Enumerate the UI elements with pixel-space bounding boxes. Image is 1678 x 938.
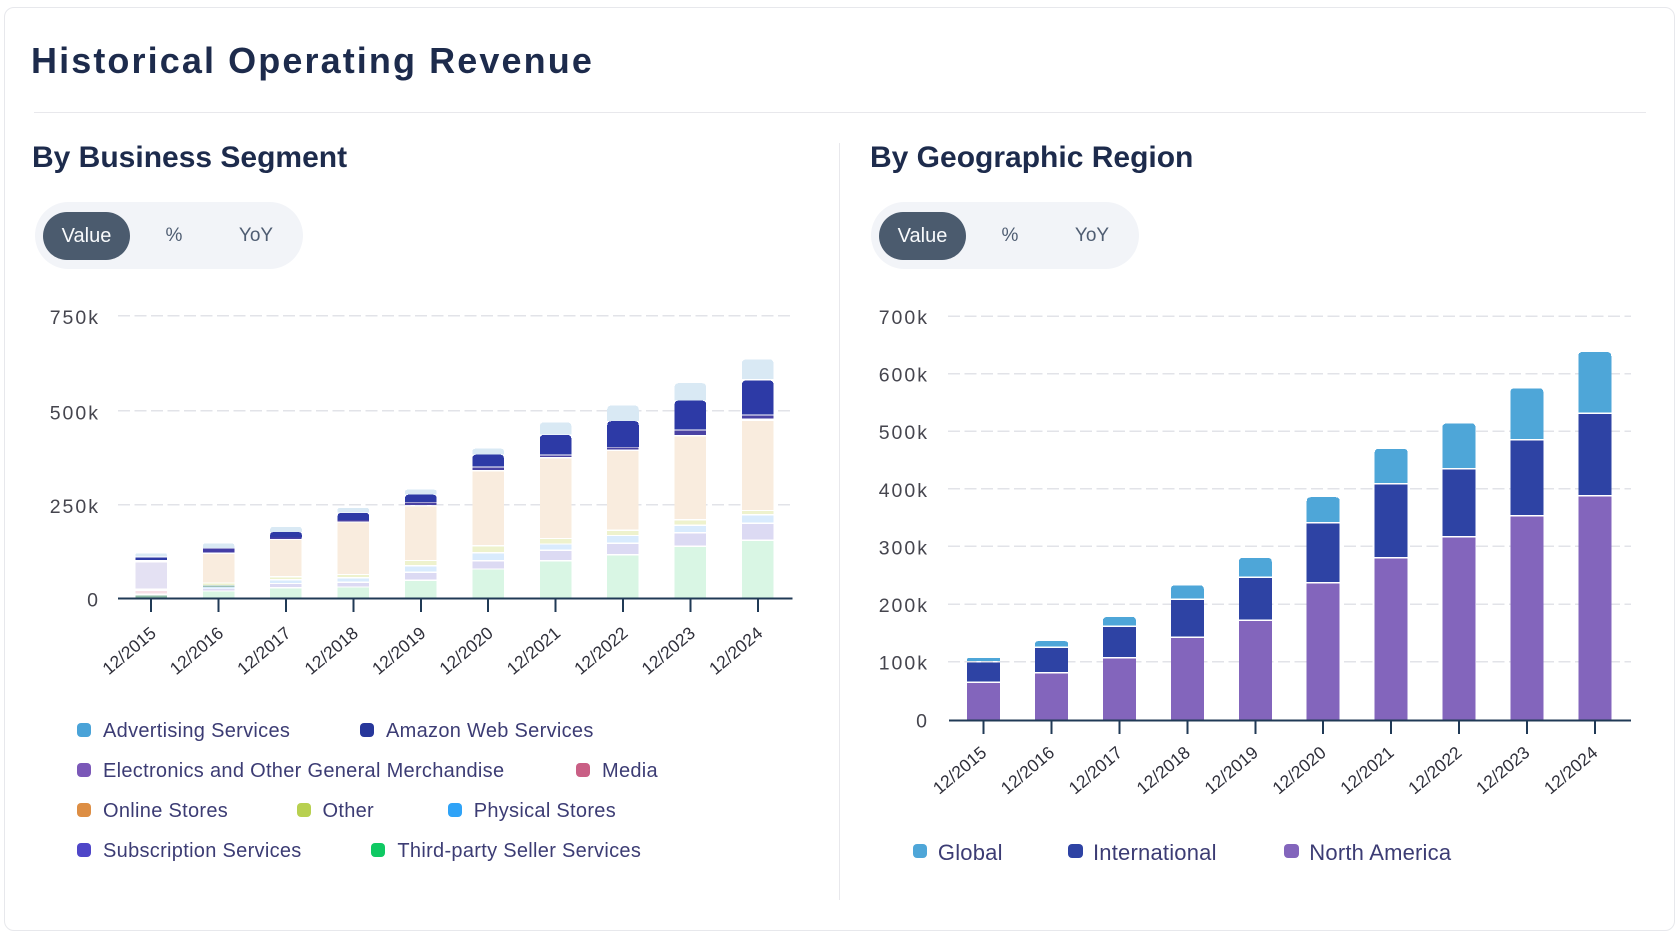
svg-text:200k: 200k xyxy=(879,595,929,617)
svg-text:12/2023: 12/2023 xyxy=(1472,742,1533,798)
svg-text:12/2016: 12/2016 xyxy=(166,623,227,679)
svg-text:12/2024: 12/2024 xyxy=(705,623,767,679)
svg-text:700k: 700k xyxy=(879,307,929,329)
svg-text:12/2015: 12/2015 xyxy=(929,742,990,798)
svg-text:12/2016: 12/2016 xyxy=(997,742,1058,798)
svg-text:12/2022: 12/2022 xyxy=(1404,742,1465,798)
svg-text:750k: 750k xyxy=(50,307,100,329)
svg-text:12/2021: 12/2021 xyxy=(1336,742,1397,798)
svg-text:12/2021: 12/2021 xyxy=(503,623,564,679)
svg-text:12/2019: 12/2019 xyxy=(368,623,429,679)
svg-text:12/2022: 12/2022 xyxy=(570,623,631,679)
svg-text:500k: 500k xyxy=(50,402,100,424)
svg-text:0: 0 xyxy=(87,590,100,612)
svg-text:500k: 500k xyxy=(879,422,929,444)
svg-text:12/2017: 12/2017 xyxy=(1065,742,1126,798)
svg-text:12/2020: 12/2020 xyxy=(435,623,497,679)
svg-text:12/2017: 12/2017 xyxy=(233,623,294,679)
svg-text:600k: 600k xyxy=(879,365,929,387)
svg-text:12/2018: 12/2018 xyxy=(301,623,362,679)
svg-text:100k: 100k xyxy=(879,653,929,675)
svg-text:12/2019: 12/2019 xyxy=(1201,742,1262,798)
svg-text:250k: 250k xyxy=(50,496,100,518)
svg-text:12/2018: 12/2018 xyxy=(1133,742,1194,798)
svg-text:12/2015: 12/2015 xyxy=(98,623,159,679)
svg-text:300k: 300k xyxy=(879,537,929,559)
svg-text:12/2020: 12/2020 xyxy=(1268,742,1330,798)
svg-text:12/2023: 12/2023 xyxy=(638,623,699,679)
svg-text:400k: 400k xyxy=(879,480,929,502)
svg-text:0: 0 xyxy=(916,710,929,732)
svg-text:12/2024: 12/2024 xyxy=(1540,742,1602,798)
